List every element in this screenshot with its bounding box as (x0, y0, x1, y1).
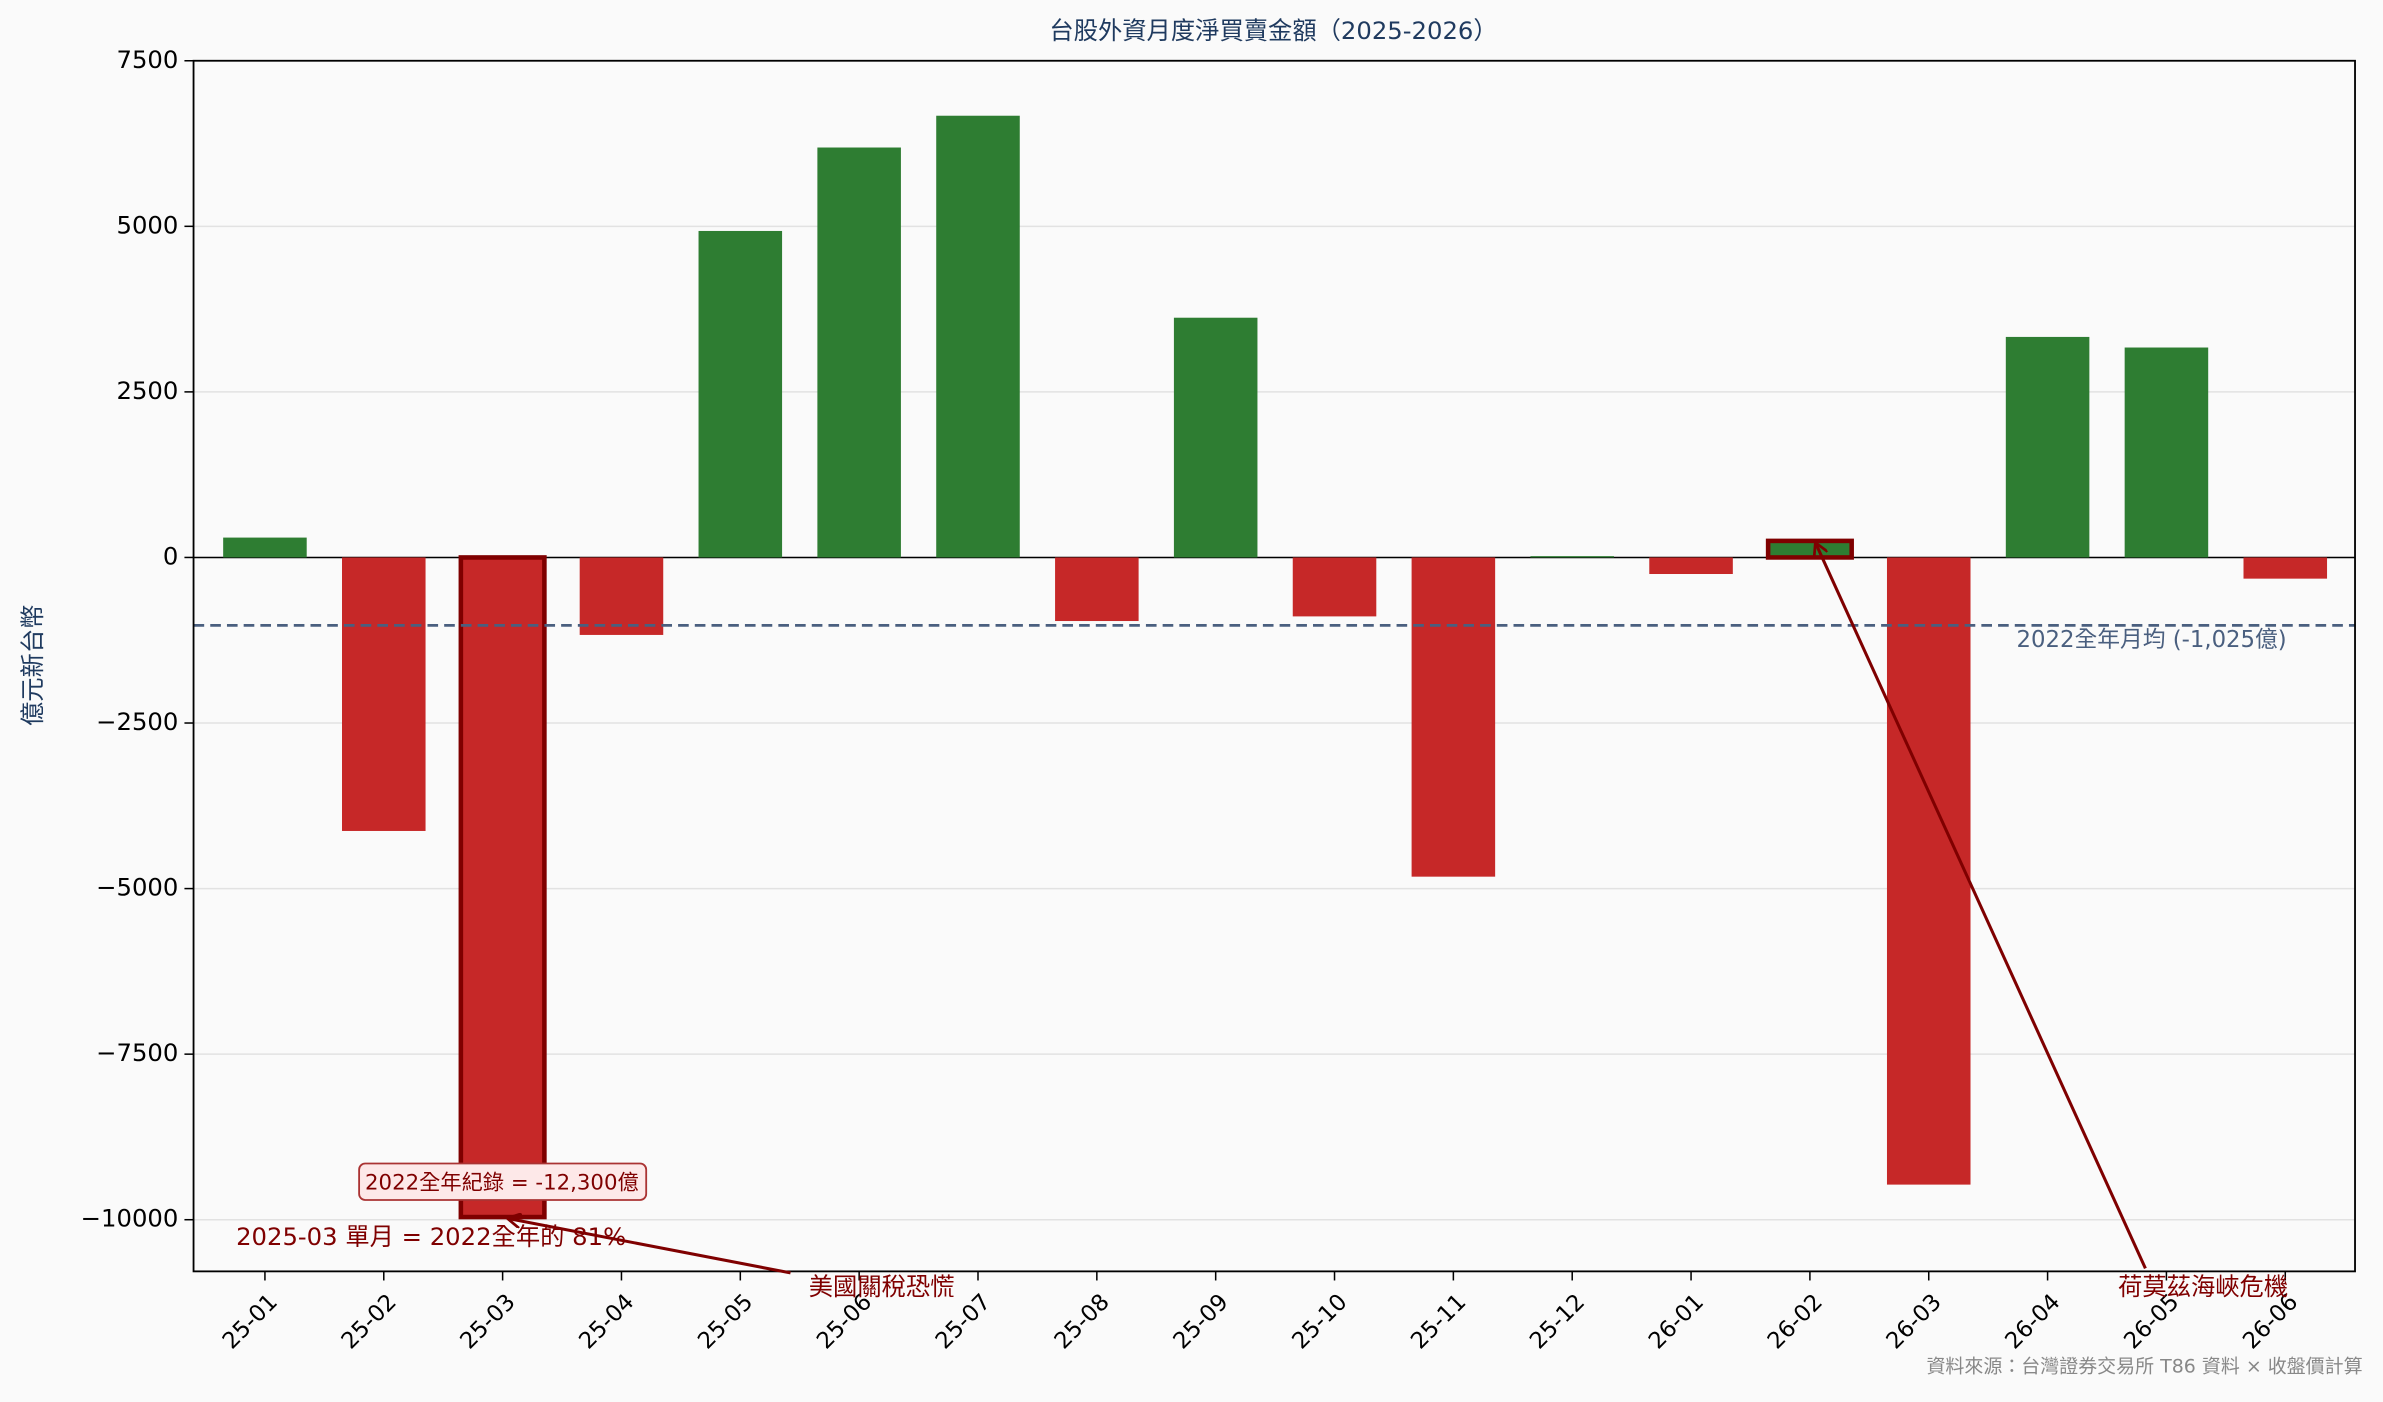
bar (1886, 557, 1971, 1185)
annotation: 美國關稅恐慌 (809, 1272, 955, 1301)
bar (1055, 557, 1139, 622)
y-tick-label: −7500 (96, 1038, 178, 1067)
annotation-arrow (1816, 544, 2147, 1269)
bar (817, 147, 901, 558)
bar (1530, 556, 1614, 558)
y-axis-label: 億元新台幣 (18, 605, 47, 726)
bar (936, 115, 1020, 558)
bar (1649, 557, 1733, 575)
source-note: 資料來源：台灣證券交易所 T86 資料 × 收盤價計算 (1926, 1356, 2362, 1378)
y-tick-label: 5000 (117, 210, 179, 239)
annotation-arrow (509, 1219, 791, 1275)
bar (1292, 557, 1377, 617)
bar (2005, 336, 2090, 558)
bar (458, 555, 547, 1220)
bar (1173, 317, 1258, 558)
y-tick-label: 0 (163, 541, 178, 570)
bar (2124, 347, 2209, 558)
frame (192, 59, 2356, 1273)
annotation: 荷莫茲海峽危機 (2118, 1272, 2288, 1301)
bar (1765, 538, 1854, 560)
y-tick-label: 2500 (117, 376, 179, 405)
bar (342, 557, 426, 831)
y-tick-label: 7500 (117, 45, 179, 74)
y-tick-label: −2500 (96, 707, 178, 736)
y-tick-label: −5000 (96, 873, 178, 902)
annotation: 2025-03 單月 = 2022全年的 81% (236, 1222, 626, 1251)
bar (579, 557, 664, 635)
chart-title: 台股外資月度淨買賣金額（2025-2026） (1049, 16, 1497, 45)
bar (223, 537, 307, 558)
bar (2243, 557, 2328, 579)
annotation: 2022全年紀錄 = -12,300億 (365, 1170, 639, 1195)
y-tick-label: −10000 (81, 1204, 179, 1233)
annotation-box (358, 1162, 648, 1201)
reference-label: 2022全年月均 (-1,025億) (2017, 627, 2287, 653)
bar (1411, 557, 1496, 877)
bar (698, 230, 783, 558)
